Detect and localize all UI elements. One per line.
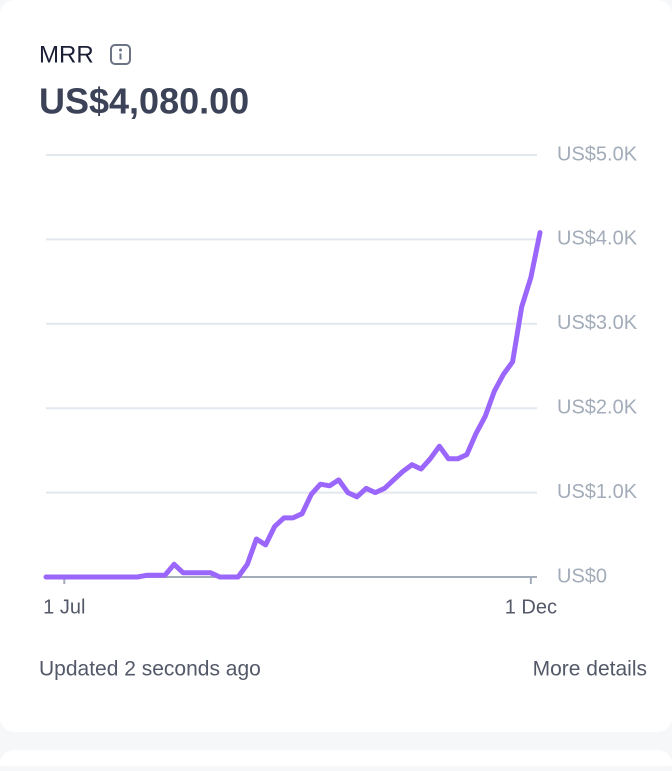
y-tick-label: US$0 xyxy=(557,565,607,587)
next-card xyxy=(0,750,672,771)
mrr-line xyxy=(43,230,543,580)
info-icon-box xyxy=(110,44,131,65)
y-tick-label: US$2.0K xyxy=(557,396,638,418)
x-tick-label: 1 Jul xyxy=(43,596,85,618)
y-tick-label: US$1.0K xyxy=(557,481,638,503)
info-icon-dot xyxy=(119,48,122,52)
y-tick-label: US$5.0K xyxy=(557,143,638,165)
info-icon[interactable] xyxy=(110,44,131,65)
x-tick-label: 1 Dec xyxy=(505,596,557,618)
updated-status: Updated 2 seconds ago xyxy=(39,658,261,681)
y-tick-label: US$4.0K xyxy=(557,228,638,250)
more-details-link[interactable]: More details xyxy=(533,658,647,681)
metric-value: US$4,080.00 xyxy=(39,81,249,122)
y-tick-label: US$3.0K xyxy=(557,312,638,334)
card xyxy=(0,0,672,732)
card-title: MRR xyxy=(39,41,94,68)
